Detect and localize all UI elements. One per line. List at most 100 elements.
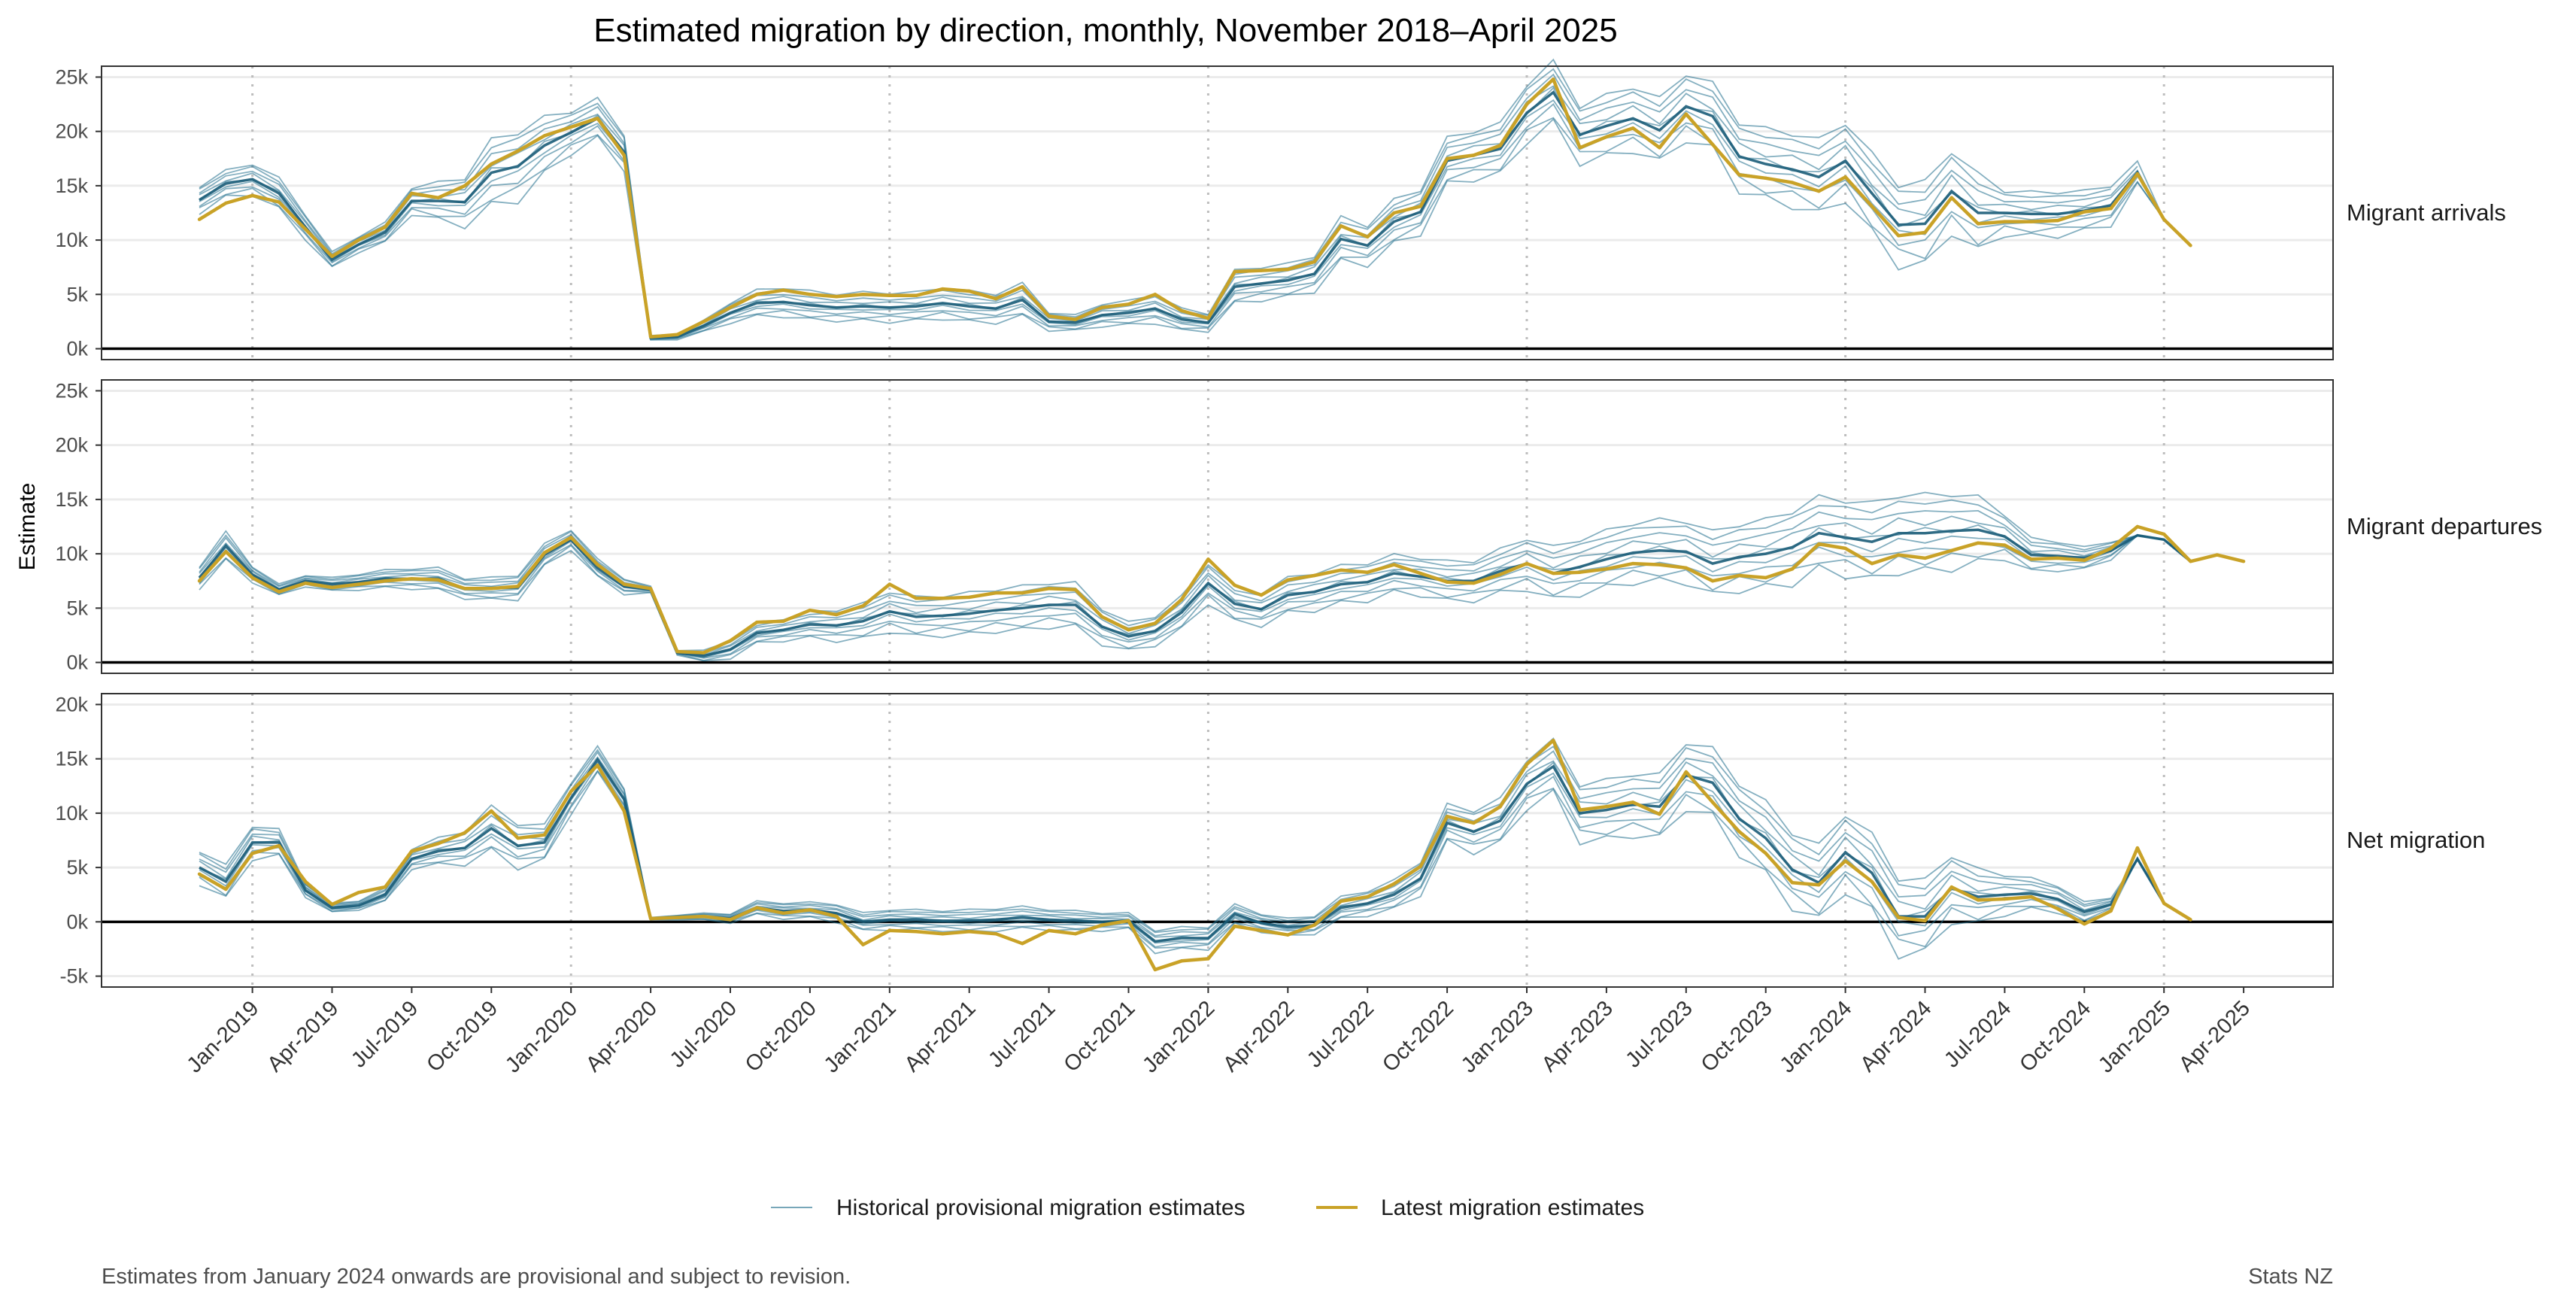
data-point — [1418, 864, 1423, 868]
data-point — [2083, 922, 2086, 926]
data-point — [1684, 112, 1688, 116]
data-point — [2135, 524, 2140, 529]
x-tick-label: Oct-2019 — [422, 996, 502, 1077]
data-point — [1286, 933, 1290, 937]
data-point — [1631, 126, 1635, 130]
data-point — [1578, 808, 1582, 812]
data-point — [1631, 800, 1635, 804]
data-point — [2029, 557, 2033, 561]
data-point — [1684, 566, 1688, 570]
data-point — [596, 117, 599, 120]
data-point — [914, 930, 918, 934]
data-point — [994, 296, 998, 301]
data-point — [781, 911, 785, 916]
data-point — [2109, 207, 2113, 211]
data-point — [1179, 597, 1184, 601]
data-point — [1923, 919, 1927, 923]
x-tick-label: Jan-2019 — [182, 996, 263, 1077]
data-point — [436, 842, 440, 846]
data-point — [2215, 553, 2219, 557]
historical-estimate-line — [199, 68, 2111, 337]
historical-estimate-line — [199, 515, 2192, 656]
data-point — [1790, 881, 1795, 885]
x-tick-label: Jan-2024 — [1775, 996, 1856, 1077]
data-point — [2083, 558, 2086, 562]
data-point — [728, 639, 733, 642]
plot-area: 0k 5k 10k 15k 20k 25k Migrant arrivals 0k 5k 10k 1… — [55, 58, 2542, 1077]
data-point — [596, 764, 599, 767]
data-point — [994, 932, 998, 936]
data-point — [596, 563, 599, 566]
data-point — [277, 590, 281, 594]
data-point — [542, 134, 547, 138]
latest-estimate-line — [198, 524, 2244, 655]
data-point — [1737, 830, 1741, 834]
facet-label: Migrant departures — [2347, 513, 2542, 539]
data-point — [1312, 260, 1316, 264]
x-tick-label: Jul-2022 — [1303, 996, 1379, 1072]
data-point — [1047, 587, 1051, 591]
data-point — [1897, 553, 1901, 557]
y-tick-label: 10k — [55, 802, 88, 825]
data-point — [648, 587, 653, 591]
historical-estimate-line — [199, 758, 2192, 943]
data-point — [755, 293, 759, 296]
data-point — [835, 612, 839, 617]
data-point — [224, 887, 228, 891]
data-point — [1870, 561, 1874, 566]
data-point — [1286, 267, 1290, 272]
data-point — [1498, 144, 1502, 147]
data-point — [941, 287, 945, 291]
historical-estimate-line — [199, 99, 2111, 339]
data-point — [1897, 916, 1901, 919]
x-tick-label: Apr-2021 — [900, 996, 981, 1077]
data-point — [1047, 928, 1051, 933]
data-point — [1100, 923, 1104, 927]
data-point — [1472, 153, 1476, 157]
data-point — [887, 293, 892, 297]
data-point — [755, 620, 759, 624]
data-point — [2241, 560, 2246, 563]
data-point — [1392, 563, 1396, 566]
data-point — [1843, 859, 1847, 863]
data-point — [967, 930, 971, 934]
data-point — [622, 153, 626, 157]
x-tick-label: Oct-2022 — [1378, 996, 1458, 1077]
data-point — [1710, 142, 1715, 147]
data-point — [994, 591, 998, 595]
data-point — [1127, 302, 1130, 306]
data-point — [781, 619, 785, 623]
historical-estimate-line — [199, 90, 2192, 339]
data-point — [224, 201, 228, 205]
data-point — [250, 193, 254, 198]
data-point — [2056, 556, 2060, 560]
data-point — [887, 928, 892, 933]
data-point — [1153, 621, 1158, 625]
x-tick-label: Apr-2025 — [2174, 996, 2255, 1077]
data-point — [410, 849, 414, 853]
data-point — [675, 649, 679, 654]
data-point — [835, 295, 839, 299]
latest-estimate-line — [198, 738, 2192, 972]
y-tick-label: 0k — [66, 652, 88, 674]
data-point — [1976, 541, 1980, 545]
caption-source: Stats NZ — [2248, 1265, 2333, 1289]
data-point — [1817, 189, 1821, 193]
data-point — [2109, 909, 2113, 913]
data-point — [1259, 269, 1264, 272]
y-tick-label: -5k — [59, 965, 88, 988]
data-point — [2003, 543, 2007, 547]
data-point — [1764, 852, 1767, 855]
data-point — [542, 551, 547, 554]
data-point — [1312, 923, 1316, 927]
data-point — [1286, 578, 1290, 582]
legend-historical-label: Historical provisional migration estimat… — [836, 1195, 1246, 1220]
historical-estimate-line — [199, 762, 2111, 944]
historical-estimate-line — [199, 58, 2192, 336]
data-point — [2189, 560, 2192, 563]
data-point — [2135, 172, 2140, 176]
data-point — [304, 581, 308, 585]
data-point — [1843, 546, 1847, 551]
historical-estimate-line — [199, 87, 2192, 339]
